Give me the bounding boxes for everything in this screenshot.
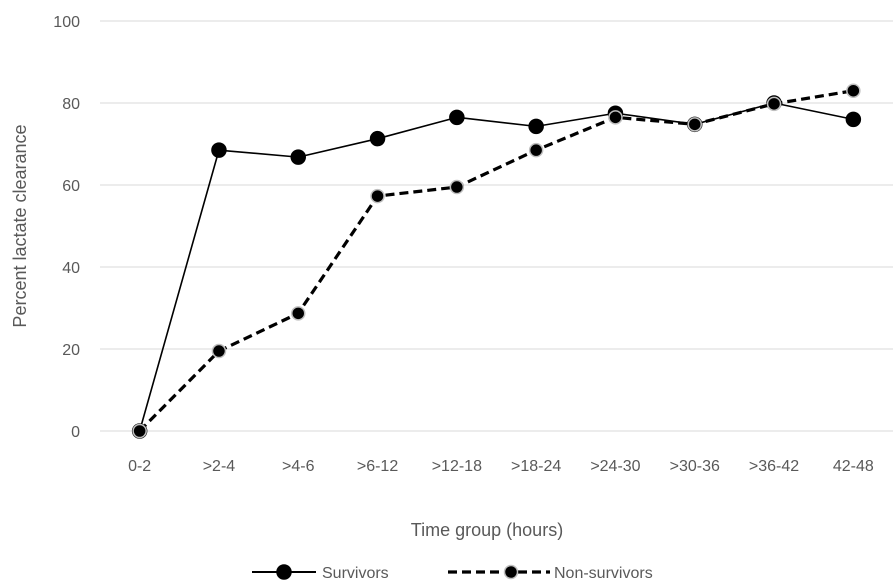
y-tick-label: 60 [62,178,80,195]
y-tick-label: 0 [71,424,80,441]
data-point-non-survivors [687,117,702,132]
data-point-survivors [449,109,465,126]
x-tick-label: >2-4 [203,458,236,475]
data-point-survivors [528,118,544,135]
legend-label-non-survivors: Non-survivors [554,565,653,582]
y-axis-title: Percent lactate clearance [10,124,30,327]
data-point-non-survivors [370,188,385,204]
data-point-non-survivors [766,96,782,112]
x-tick-label: >24-30 [590,458,640,475]
data-point-non-survivors [846,83,861,98]
data-point-survivors [845,111,862,128]
data-point-non-survivors [528,142,544,158]
x-tick-label: 42-48 [833,458,874,475]
x-tick-label: >18-24 [511,458,561,475]
data-point-survivors [211,142,227,158]
legend-label-survivors: Survivors [322,565,389,582]
data-point-non-survivors [291,306,306,321]
legend-item-non-survivors: Non-survivors [448,564,653,582]
series-non-survivors [132,83,861,439]
x-tick-label: >30-36 [670,458,720,475]
data-point-non-survivors [211,343,227,359]
x-tick-label: >12-18 [432,458,482,475]
data-point-survivors [290,149,306,165]
y-tick-label: 20 [62,342,80,359]
data-point-survivors [369,130,386,147]
legend-marker-non-survivors [503,564,519,580]
x-axis-title: Time group (hours) [411,520,563,540]
data-point-non-survivors [132,423,147,439]
x-axis-ticks: 0-2 >2-4 >4-6 >6-12 >12-18 >18-24 >24-30 >30-36… [128,458,874,475]
x-tick-label: >4-6 [282,458,315,475]
gridlines [100,20,893,432]
y-tick-label: 100 [53,14,80,31]
y-tick-label: 40 [62,260,80,277]
y-axis-ticks: 0 20 40 60 80 100 [53,14,80,441]
data-point-non-survivors [608,110,623,125]
x-tick-label: 0-2 [128,458,151,475]
series-line-non-survivors [138,89,854,433]
data-point-non-survivors [449,179,465,195]
x-tick-label: >36-42 [749,458,799,475]
legend-item-survivors: Survivors [252,564,389,582]
x-tick-label: >6-12 [357,458,398,475]
legend-marker-survivors [276,564,292,580]
y-tick-label: 80 [62,96,80,113]
legend: Survivors Non-survivors [252,564,653,582]
series-group [131,83,862,439]
